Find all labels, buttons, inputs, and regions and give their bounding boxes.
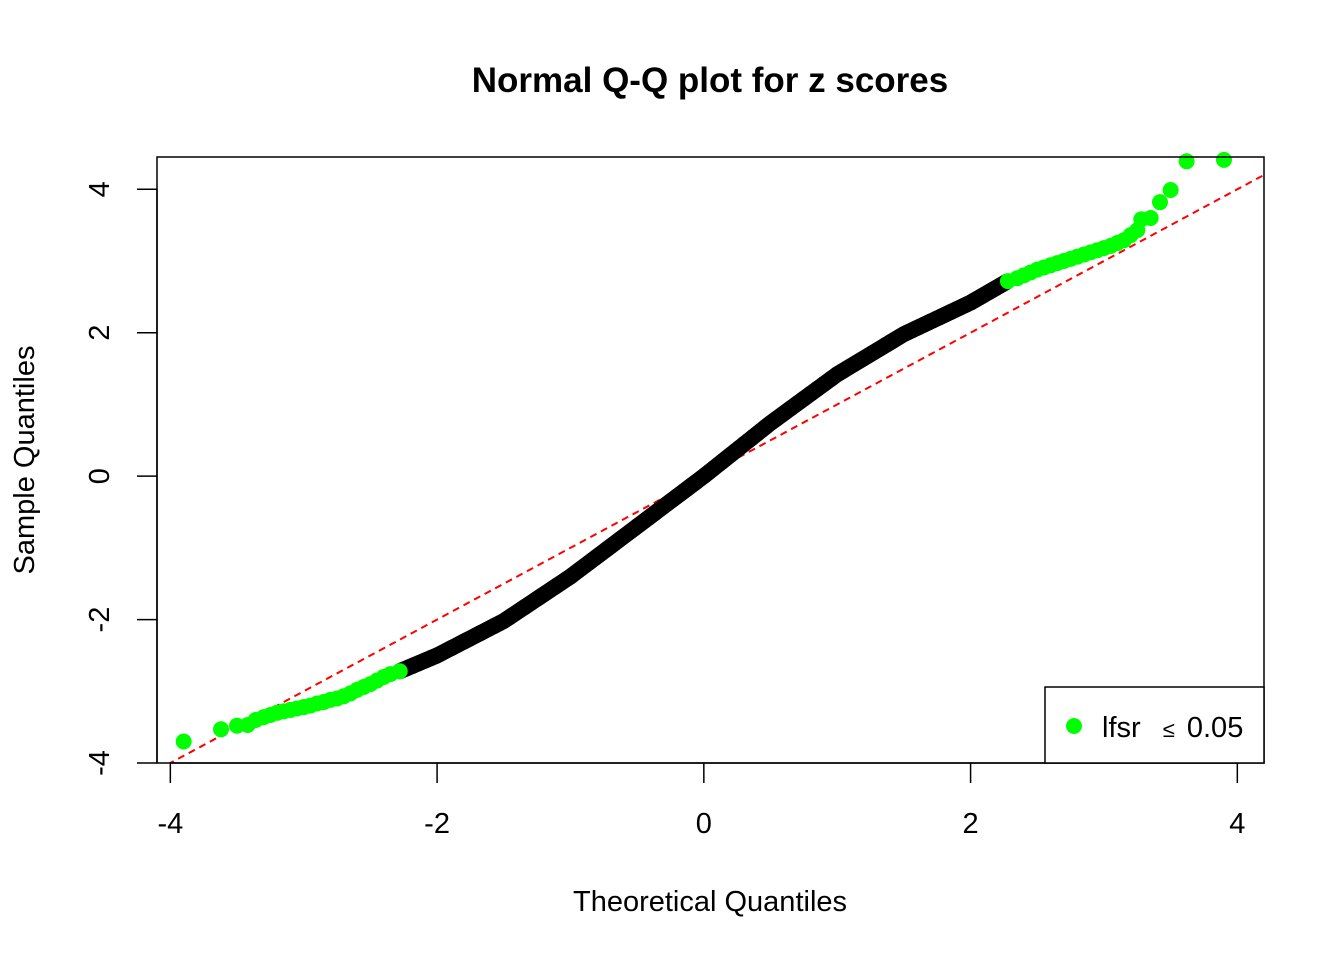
data-point-flagged [175, 733, 192, 750]
data-point-flagged [1151, 194, 1168, 211]
data-point-flagged [1178, 153, 1195, 170]
x-tick-label: 0 [696, 808, 712, 840]
flagged-points [175, 151, 1232, 750]
unflagged-points [391, 273, 1015, 680]
data-point-flagged [213, 721, 230, 738]
x-tick-label: -2 [424, 808, 450, 840]
y-tick-label: 2 [84, 325, 116, 341]
x-tick-label: 2 [963, 808, 979, 840]
y-axis: -4 -2 0 2 4 [84, 181, 158, 776]
plot-area [156, 151, 1265, 764]
x-axis: -4 -2 0 2 4 [157, 762, 1245, 840]
y-axis-label: Sample Quantiles [9, 346, 41, 575]
x-axis-label: Theoretical Quantiles [573, 886, 847, 918]
x-tick-label: 4 [1229, 808, 1245, 840]
legend-relation: ≤ [1163, 717, 1175, 742]
legend-label: lfsr ≤ 0.05 [1102, 712, 1243, 744]
legend: lfsr ≤ 0.05 [1044, 686, 1265, 764]
data-point-flagged [1215, 151, 1232, 168]
data-point-flagged [1162, 181, 1179, 198]
legend-threshold: 0.05 [1187, 712, 1243, 744]
data-point-flagged [1142, 209, 1159, 226]
y-tick-label: -4 [84, 750, 116, 776]
y-tick-label: 0 [84, 468, 116, 484]
legend-variable: lfsr [1102, 712, 1141, 744]
y-tick-label: -2 [84, 607, 116, 633]
legend-marker-icon [1066, 718, 1082, 734]
data-point-flagged [391, 663, 408, 680]
chart-title: Normal Q-Q plot for z scores [472, 61, 948, 100]
x-tick-label: -4 [157, 808, 183, 840]
y-tick-label: 4 [84, 181, 116, 197]
